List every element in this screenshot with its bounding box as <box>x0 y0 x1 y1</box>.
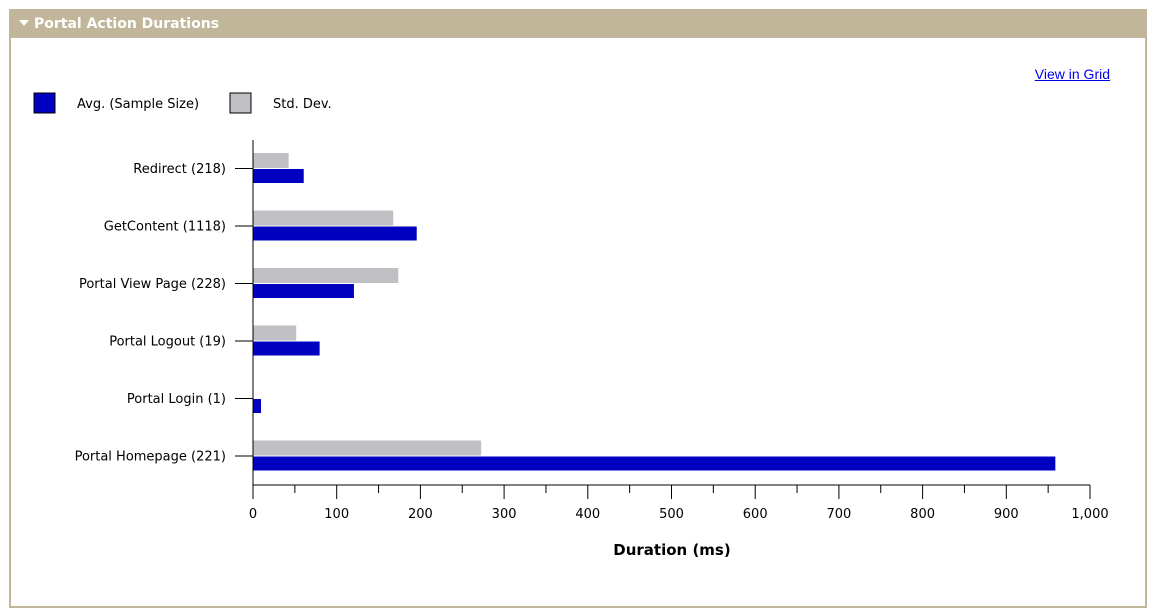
legend-label-std: Std. Dev. <box>273 97 332 112</box>
bar-avg <box>253 456 1056 471</box>
bar-avg <box>253 399 262 413</box>
bar-avg <box>253 284 354 298</box>
bar-std-dev <box>253 210 394 226</box>
legend-swatch-std <box>229 92 252 114</box>
x-tick-label: 800 <box>910 507 935 522</box>
x-axis-label: Duration (ms) <box>613 541 730 559</box>
panel-title-bar[interactable]: Portal Action Durations <box>11 11 1145 38</box>
x-tick-label: 500 <box>659 507 684 522</box>
x-tick-label: 0 <box>249 507 257 522</box>
collapse-triangle-icon[interactable] <box>19 20 29 26</box>
x-tick-label: 900 <box>994 507 1019 522</box>
y-tick-label: Redirect (218) <box>133 162 226 177</box>
x-tick-label: 200 <box>408 507 433 522</box>
x-tick-label: 600 <box>743 507 768 522</box>
bar-std-dev <box>253 325 297 341</box>
y-tick-label: Portal View Page (228) <box>79 277 226 292</box>
legend-label-avg: Avg. (Sample Size) <box>77 97 199 112</box>
view-in-grid-link[interactable]: View in Grid <box>1034 66 1110 82</box>
y-tick-label: GetContent (1118) <box>104 220 226 235</box>
x-tick-label: 1,000 <box>1071 507 1108 522</box>
bar-std-dev <box>253 440 482 456</box>
x-tick-label: 100 <box>324 507 349 522</box>
bar-std-dev <box>253 268 399 283</box>
chart-panel: Portal Action Durations View in Grid <box>9 9 1147 608</box>
bar-avg <box>253 226 417 241</box>
y-tick-label: Portal Login (1) <box>127 392 226 407</box>
x-tick-label: 400 <box>575 507 600 522</box>
legend: Avg. (Sample Size) Std. Dev. <box>33 92 332 114</box>
bar-avg <box>253 341 320 356</box>
plot-area: Redirect (218) GetContent (1118) Portal Vi… <box>75 140 1109 522</box>
y-tick-label: Portal Logout (19) <box>109 335 226 350</box>
x-tick-label: 700 <box>826 507 851 522</box>
bar-avg <box>253 169 304 183</box>
y-tick-label: Portal Homepage (221) <box>75 450 226 465</box>
x-tick-label: 300 <box>492 507 517 522</box>
bar-std-dev <box>253 153 289 168</box>
panel-title: Portal Action Durations <box>34 16 220 32</box>
legend-swatch-avg <box>33 92 56 114</box>
